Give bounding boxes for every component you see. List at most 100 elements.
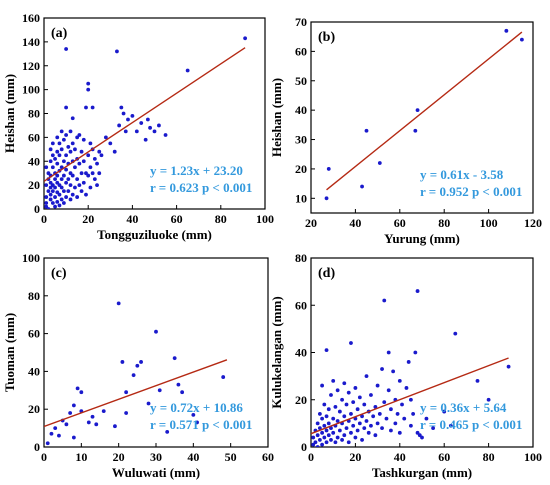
data-point	[81, 137, 86, 142]
data-point	[68, 411, 73, 415]
data-point	[86, 153, 91, 158]
data-point	[397, 378, 402, 383]
data-point	[157, 388, 162, 393]
data-point	[55, 135, 60, 140]
data-point	[357, 395, 362, 400]
panel-d: 0 20 40 60 80 100 0 20 40 60 80 Tashkurgan (mm) Kulu…	[269, 251, 542, 480]
data-point	[70, 192, 75, 197]
data-point	[377, 412, 382, 416]
x-tick-label: 40	[187, 450, 199, 464]
data-point	[126, 117, 130, 122]
data-point	[386, 350, 391, 355]
data-point	[48, 192, 53, 197]
data-point	[44, 201, 49, 205]
data-point	[369, 393, 373, 397]
data-point	[86, 420, 91, 425]
data-point	[68, 197, 73, 202]
data-point	[88, 165, 93, 170]
y-tick-label: 100	[22, 251, 40, 265]
x-tick-label: 0	[308, 450, 314, 464]
x-tick-label: 80	[438, 216, 450, 230]
data-point	[48, 180, 53, 185]
data-point	[103, 135, 108, 140]
data-point	[75, 386, 80, 391]
data-point	[95, 183, 99, 188]
data-point	[364, 128, 369, 133]
y-axis-label: Kulukelangan (mm)	[269, 296, 284, 408]
x-tick-label: 20	[82, 212, 94, 226]
data-point	[406, 360, 411, 364]
data-point	[84, 105, 88, 110]
data-point	[86, 87, 91, 92]
data-point	[344, 426, 349, 430]
data-point	[382, 400, 387, 405]
panel-label: (a)	[51, 26, 68, 41]
y-tick-label: 20	[295, 162, 307, 176]
data-point	[165, 429, 170, 434]
data-point	[353, 435, 358, 440]
data-point	[55, 180, 60, 185]
data-point	[115, 49, 119, 54]
regression-equation: y = 0.36x + 5.64	[420, 400, 507, 415]
data-point	[364, 374, 369, 379]
data-point	[320, 416, 324, 421]
data-point	[397, 430, 402, 435]
data-point	[415, 108, 420, 113]
data-point	[71, 435, 76, 440]
data-point	[185, 68, 190, 73]
data-point	[176, 382, 181, 387]
data-point	[44, 183, 49, 188]
x-tick-label: 100	[524, 450, 542, 464]
data-point	[342, 433, 347, 438]
x-tick-label: 120	[524, 216, 542, 230]
data-point	[59, 197, 64, 202]
y-tick-label: 140	[22, 35, 40, 49]
data-point	[77, 161, 82, 166]
y-tick-label: 20	[28, 402, 40, 416]
x-tick-label: 40	[126, 212, 138, 226]
data-point	[380, 367, 384, 371]
data-point	[329, 393, 333, 397]
data-point	[146, 401, 151, 406]
y-tick-label: 40	[295, 103, 307, 117]
data-point	[326, 167, 331, 171]
data-point	[442, 409, 447, 414]
data-point	[124, 390, 129, 395]
data-point	[50, 165, 55, 170]
data-point	[59, 185, 64, 190]
x-tick-label: 60	[171, 212, 183, 226]
data-point	[53, 185, 57, 190]
data-point	[46, 207, 51, 209]
data-point	[92, 156, 97, 161]
y-tick-label: 60	[28, 130, 40, 144]
plot-frame	[310, 21, 534, 214]
regression-line	[44, 47, 246, 182]
data-point	[64, 133, 68, 137]
regression-stats: r = 0.571 p < 0.001	[150, 417, 252, 432]
marks	[311, 289, 511, 447]
marks	[44, 301, 228, 446]
data-point	[53, 204, 57, 209]
x-tick-label: 20	[349, 450, 361, 464]
data-point	[79, 149, 84, 154]
data-point	[48, 147, 53, 152]
data-point	[99, 153, 104, 158]
data-point	[313, 440, 318, 445]
y-tick-label: 70	[295, 15, 307, 29]
data-point	[68, 171, 73, 176]
data-point	[420, 435, 424, 440]
y-tick-label: 160	[22, 11, 40, 25]
data-point	[364, 419, 369, 423]
data-point	[90, 414, 95, 419]
x-tick-label: 20	[305, 216, 317, 230]
y-tick-label: 80	[28, 289, 40, 303]
data-point	[68, 149, 73, 154]
data-point	[64, 422, 69, 427]
data-point	[134, 129, 139, 134]
data-point	[57, 433, 61, 438]
data-point	[340, 397, 344, 402]
x-axis-label: Yurung (mm)	[384, 231, 460, 246]
marks	[324, 28, 524, 201]
data-point	[411, 412, 416, 416]
